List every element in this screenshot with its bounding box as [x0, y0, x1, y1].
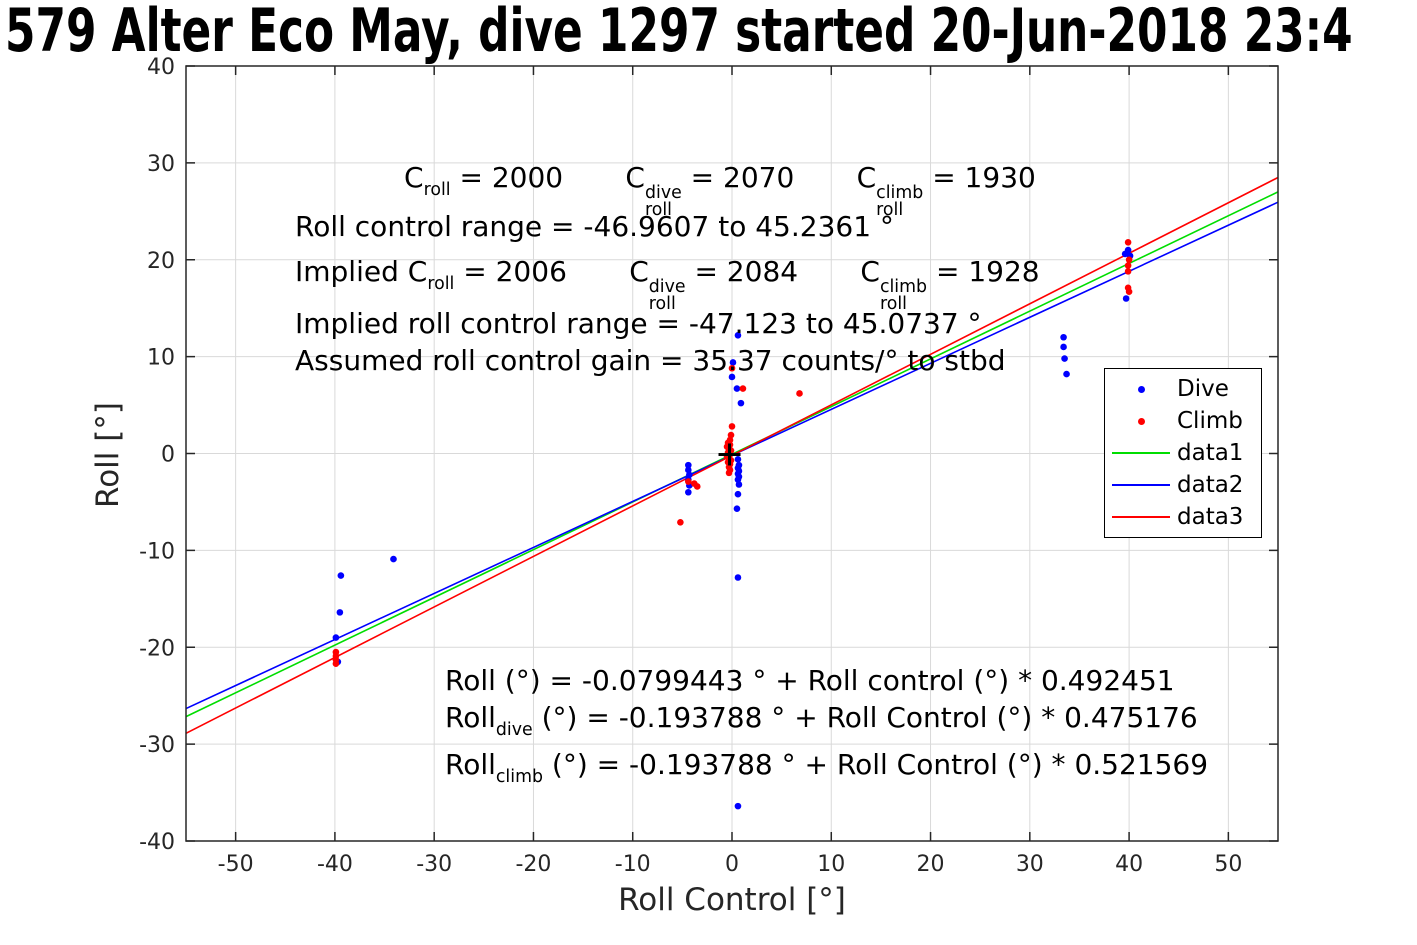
- scatter-point-dive: [1122, 295, 1130, 302]
- scatter-point-dive: [1060, 333, 1067, 341]
- legend-entry-data1: data1: [1105, 437, 1261, 469]
- legend-label: Climb: [1177, 408, 1243, 434]
- x-tick-label: 50: [1214, 852, 1242, 877]
- x-tick-label: -10: [615, 852, 651, 877]
- scatter-point-climb: [1125, 256, 1133, 264]
- y-tick-label: 30: [147, 152, 175, 177]
- x-tick-label: -50: [218, 852, 254, 877]
- legend-label: Dive: [1177, 376, 1229, 402]
- legend-label: data3: [1177, 504, 1244, 530]
- scatter-point-climb: [725, 469, 733, 477]
- legend-line-icon: [1105, 516, 1177, 518]
- legend-marker-swatch: [1112, 452, 1170, 454]
- legend-entry-data3: data3: [1105, 501, 1261, 533]
- scatter-point-dive: [733, 385, 741, 392]
- scatter-point-dive: [734, 802, 742, 810]
- scatter-point-dive: [729, 359, 737, 366]
- y-tick-label: -30: [139, 733, 175, 758]
- plot-border: [185, 65, 1279, 842]
- x-tick-label: -20: [515, 852, 551, 877]
- y-tick-label: -40: [139, 830, 175, 855]
- scatter-point-dive: [1060, 343, 1067, 351]
- legend-marker-swatch: [1137, 417, 1145, 425]
- scatter-point-dive: [336, 609, 344, 616]
- scatter-point-climb: [332, 660, 340, 668]
- scatter-point-dive: [685, 461, 692, 469]
- annotation-fit-climb: Rollclimb (°) = -0.193788 ° + Roll Contr…: [445, 748, 1209, 787]
- scatter-point-climb: [1125, 288, 1133, 296]
- scatter-point-dive: [685, 488, 692, 496]
- scatter-point-dive: [734, 456, 742, 463]
- legend-marker-swatch: [1112, 516, 1170, 518]
- scatter-point-climb: [796, 390, 803, 397]
- scatter-point-dive: [734, 574, 742, 581]
- annotation-roll-control-range: Roll control range = -46.9607 to 45.2361…: [295, 210, 894, 243]
- subscript: roll: [423, 179, 451, 200]
- legend-entry-dive: Dive: [1105, 373, 1261, 405]
- figure-title: 579 Alter Eco May, dive 1297 started 20-…: [5, 0, 1353, 66]
- x-axis-label: Roll Control [°]: [618, 882, 846, 918]
- x-tick-label: 20: [917, 852, 945, 877]
- scatter-point-climb: [693, 483, 701, 490]
- x-tick-label: -30: [416, 852, 452, 877]
- scatter-point-climb: [1124, 268, 1132, 275]
- annotation-fit-dive: Rolldive (°) = -0.193788 ° + Roll Contro…: [445, 701, 1198, 740]
- subscript: dive: [495, 719, 533, 740]
- superscript-subscript: dive roll: [648, 276, 686, 315]
- scatter-point-dive: [1061, 355, 1068, 362]
- y-tick-label: 20: [147, 249, 175, 274]
- legend-dot-icon: [1105, 385, 1177, 393]
- annotation-assumed-gain: Assumed roll control gain = 35.37 counts…: [295, 344, 1006, 377]
- scatter-point-dive: [1124, 246, 1132, 254]
- legend-label: data1: [1177, 440, 1244, 466]
- subscript: climb: [495, 766, 544, 787]
- x-tick-label: 30: [1016, 852, 1044, 877]
- scatter-point-dive: [337, 572, 345, 579]
- x-tick-label: 40: [1115, 852, 1143, 877]
- superscript-subscript: climb roll: [879, 276, 928, 315]
- x-tick-label: 10: [817, 852, 845, 877]
- y-tick-label: 40: [147, 55, 175, 80]
- legend-marker-swatch: [1137, 385, 1145, 393]
- scatter-point-dive: [737, 399, 745, 407]
- scatter-point-dive: [332, 634, 340, 641]
- legend-entry-data2: data2: [1105, 469, 1261, 501]
- y-tick-label: 0: [161, 443, 175, 468]
- subscript: roll: [427, 273, 455, 294]
- scatter-point-climb: [739, 385, 747, 392]
- scatter-point-dive: [733, 505, 741, 513]
- x-tick-label: -40: [317, 852, 353, 877]
- legend-line-icon: [1105, 452, 1177, 454]
- scatter-point-dive: [728, 373, 736, 381]
- scatter-point-climb: [1124, 262, 1132, 269]
- legend-line-icon: [1105, 484, 1177, 486]
- scatter-point-dive: [734, 332, 742, 339]
- y-axis-label: Roll [°]: [90, 402, 126, 508]
- scatter-point-climb: [1124, 239, 1132, 246]
- legend-marker-swatch: [1112, 484, 1170, 486]
- y-tick-label: -20: [139, 636, 175, 661]
- superscript-subscript: dive roll: [644, 182, 682, 221]
- annotation-fit-all: Roll (°) = -0.0799443 ° + Roll control (…: [445, 664, 1175, 697]
- x-tick-label: 0: [725, 852, 739, 877]
- scatter-point-climb: [685, 478, 692, 485]
- y-tick-label: 10: [147, 346, 175, 371]
- legend-label: data2: [1177, 472, 1244, 498]
- scatter-point-climb: [728, 364, 736, 372]
- legend-entry-climb: Climb: [1105, 405, 1261, 437]
- y-tick-label: -10: [139, 539, 175, 564]
- legend: Dive Climb data1 data2 data3: [1104, 368, 1262, 538]
- scatter-point-dive: [734, 490, 742, 498]
- scatter-point-dive: [735, 481, 743, 488]
- superscript-subscript: climb roll: [876, 182, 924, 221]
- scatter-point-climb: [728, 423, 736, 430]
- scatter-point-dive: [1063, 370, 1070, 378]
- scatter-point-climb: [677, 518, 684, 526]
- annotation-implied-range: Implied roll control range = -47.123 to …: [295, 307, 982, 340]
- scatter-point-dive: [390, 555, 397, 563]
- legend-dot-icon: [1105, 417, 1177, 425]
